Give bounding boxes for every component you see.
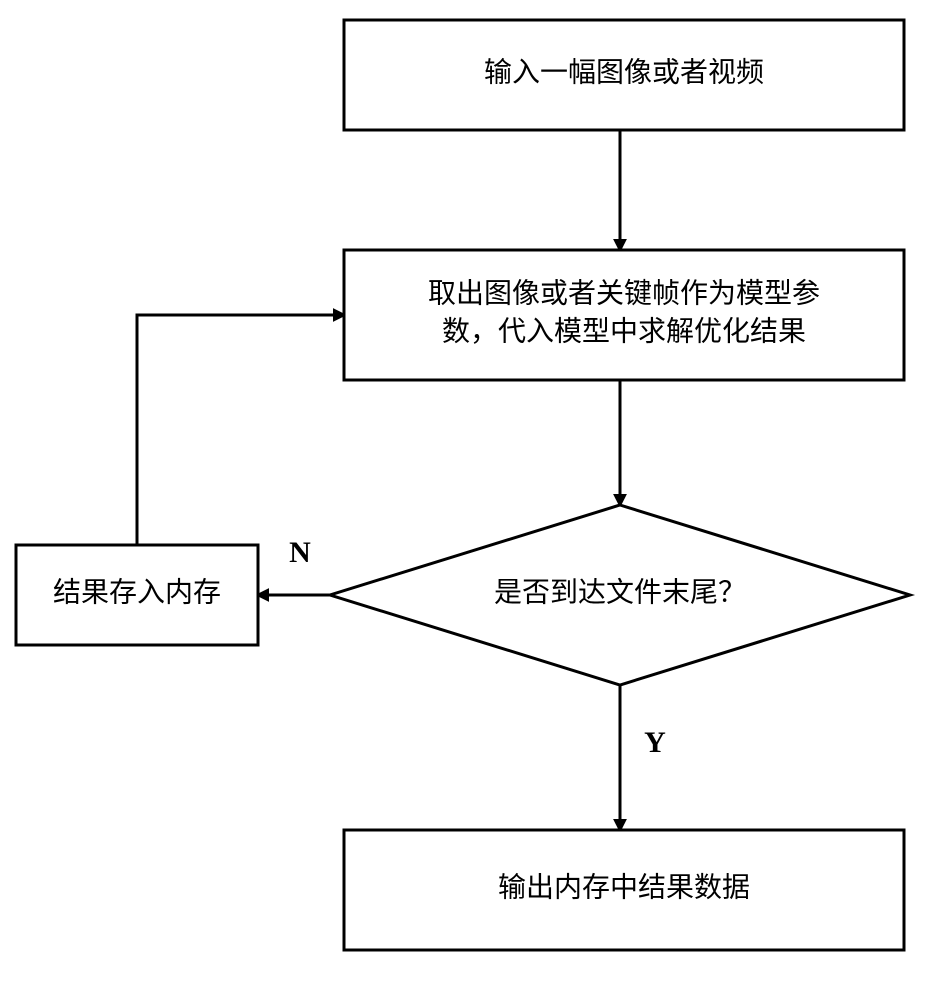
node-n1: 输入一幅图像或者视频	[344, 20, 904, 130]
flowchart-canvas: 输入一幅图像或者视频取出图像或者关键帧作为模型参数，代入模型中求解优化结果是否到…	[0, 0, 949, 1000]
node-n3-label-line-0: 是否到达文件末尾？	[494, 576, 746, 608]
node-n2-label-line-1: 数，代入模型中求解优化结果	[442, 315, 806, 347]
node-n3: 是否到达文件末尾？	[330, 505, 910, 685]
edge-e4	[137, 315, 344, 545]
node-n5: 输出内存中结果数据	[344, 830, 904, 950]
node-n2: 取出图像或者关键帧作为模型参数，代入模型中求解优化结果	[344, 250, 904, 380]
edge-e3-label: N	[289, 536, 311, 569]
node-n5-label-line-0: 输出内存中结果数据	[498, 871, 750, 903]
edge-e5-label: Y	[644, 726, 666, 759]
node-n4-label-line-0: 结果存入内存	[53, 576, 221, 608]
node-n4: 结果存入内存	[16, 545, 258, 645]
node-n1-label-line-0: 输入一幅图像或者视频	[484, 56, 764, 88]
node-n2-label-line-0: 取出图像或者关键帧作为模型参	[428, 278, 820, 310]
